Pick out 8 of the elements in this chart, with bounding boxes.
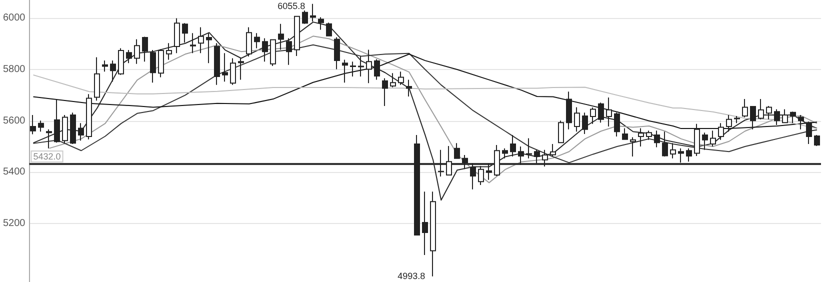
annotation: 4993.8 (398, 271, 426, 281)
y-tick-label: 5600 (2, 115, 26, 126)
y-tick-label: 5800 (2, 64, 26, 76)
annotation: 6055.8 (278, 1, 306, 11)
ref-line-label: 5432.0 (33, 151, 61, 162)
y-tick-label: 5200 (2, 218, 26, 229)
y-tick-label: 6000 (2, 12, 26, 24)
y-tick-label: 5400 (2, 166, 26, 178)
